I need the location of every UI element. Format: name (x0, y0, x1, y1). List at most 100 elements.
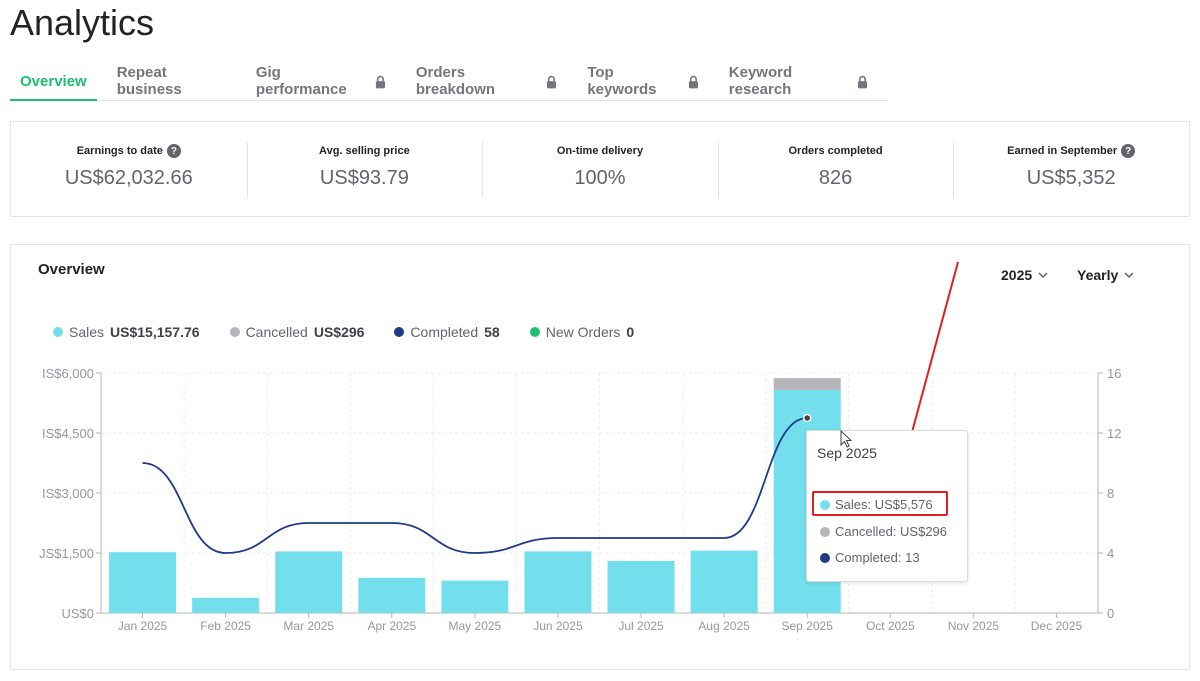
sales-bar (441, 580, 509, 613)
tooltip-sales-row: Sales: US$5,576 (820, 497, 933, 512)
sales-bar (607, 561, 675, 613)
x-tick-label: Apr 2025 (367, 619, 416, 633)
y-tick-label-left: IS$4,500 (42, 426, 94, 441)
x-tick-label: Jun 2025 (533, 619, 583, 633)
y-tick-label-right: 8 (1107, 486, 1114, 501)
sales-bar (524, 551, 592, 613)
tab-top-keywords[interactable]: Top keywords (577, 62, 708, 100)
x-tick-label: May 2025 (449, 619, 502, 633)
x-tick-label: Dec 2025 (1031, 619, 1083, 633)
completed-point (802, 413, 812, 423)
sales-bar (192, 597, 260, 613)
help-icon[interactable]: ? (1121, 144, 1136, 158)
legend-cancelled[interactable]: Cancelled US$296 (229, 324, 365, 340)
x-tick-label: Jul 2025 (618, 619, 664, 633)
y-tick-label-left: US$0 (61, 606, 94, 621)
y-tick-label-right: 0 (1107, 606, 1114, 621)
chart-legend: Sales US$15,157.76 Cancelled US$296 Complete… (53, 324, 634, 340)
stat-value: 826 (818, 167, 853, 189)
tab-bar: Overview Repeat business Gig performance Or… (10, 62, 888, 101)
tab-label: Repeat business (116, 64, 182, 98)
tab-label: Gig performance (255, 64, 347, 98)
tooltip-cancelled-row: Cancelled: US$296 (820, 524, 947, 539)
x-tick-label: Nov 2025 (948, 619, 1000, 633)
legend-dot-icon (53, 327, 63, 337)
x-tick-label: Feb 2025 (200, 619, 251, 633)
x-tick-label: Jan 2025 (118, 619, 168, 633)
stat-on-time-delivery: On-time delivery 100% (482, 122, 718, 216)
stat-label-text: Avg. selling price (319, 145, 410, 157)
legend-sales[interactable]: Sales US$15,157.76 (53, 324, 200, 340)
legend-dot-icon (229, 327, 240, 337)
chevron-down-icon (1038, 271, 1048, 278)
year-dropdown-label: 2025 (1001, 267, 1033, 283)
y-tick-label-left: IS$3,000 (42, 486, 94, 501)
tab-keyword-research[interactable]: Keyword research (719, 62, 878, 100)
overview-title: Overview (38, 261, 105, 278)
sales-bar (109, 552, 177, 613)
y-tick-label-right: 16 (1107, 366, 1121, 381)
y-tick-label-right: 12 (1107, 426, 1121, 441)
cancelled-bar (773, 378, 841, 390)
stat-label-text: Earnings to date (76, 145, 163, 157)
completed-dot-icon (820, 552, 830, 563)
sales-dot-icon (820, 499, 830, 510)
tab-repeat-business[interactable]: Repeat business (107, 62, 236, 100)
legend-new-orders[interactable]: New Orders 0 (529, 324, 635, 340)
stat-avg-selling-price: Avg. selling price US$93.79 (246, 122, 483, 216)
stat-value: 100% (574, 167, 626, 189)
period-dropdown-label: Yearly (1077, 267, 1119, 283)
stat-earned-in-september: Earned in September? US$5,352 (953, 122, 1189, 216)
legend-value: US$296 (313, 324, 365, 340)
legend-name: New Orders (545, 324, 621, 340)
stat-label: Earned in September? (1007, 143, 1136, 159)
lock-icon (547, 75, 557, 89)
sales-bar (358, 577, 426, 613)
stat-value: US$93.79 (319, 167, 409, 189)
mouse-cursor-icon (840, 430, 853, 448)
tooltip-sales: Sales: US$5,576 (835, 497, 933, 512)
completed-line (142, 417, 808, 554)
stat-label: Avg. selling price (319, 143, 410, 159)
tab-label: Keyword research (728, 64, 793, 98)
tab-overview[interactable]: Overview (10, 62, 97, 101)
stat-label-text: Orders completed (788, 145, 883, 157)
help-icon[interactable]: ? (166, 144, 181, 158)
stat-value: US$5,352 (1026, 167, 1116, 189)
legend-name: Cancelled (245, 324, 308, 340)
x-tick-label: Sep 2025 (782, 619, 834, 633)
legend-value: 58 (484, 324, 500, 340)
y-tick-label-left: JS$1,500 (39, 546, 94, 561)
period-dropdown[interactable]: Yearly (1077, 267, 1134, 283)
y-tick-label-left: IS$6,000 (42, 366, 94, 381)
legend-value: 0 (626, 324, 635, 340)
year-dropdown[interactable]: 2025 (1001, 267, 1048, 283)
sales-bar (690, 550, 758, 613)
stat-earnings-to-date: Earnings to date? US$62,032.66 (11, 122, 247, 216)
stat-label: On-time delivery (557, 143, 643, 159)
lock-icon (688, 75, 698, 89)
tab-label: Overview (20, 72, 87, 90)
stat-label: Earnings to date? (77, 143, 181, 159)
x-tick-label: Oct 2025 (866, 619, 915, 633)
chevron-down-icon (1124, 271, 1134, 278)
tooltip-cancelled: Cancelled: US$296 (835, 524, 948, 539)
y-tick-label-right: 4 (1107, 546, 1114, 561)
tooltip-completed: Completed: 13 (835, 550, 920, 565)
tab-label: Orders breakdown (415, 64, 496, 98)
tab-orders-breakdown[interactable]: Orders breakdown (406, 62, 567, 100)
tooltip-highlight-box (812, 491, 948, 516)
x-tick-label: Mar 2025 (283, 619, 334, 633)
legend-name: Completed (410, 324, 479, 340)
lock-icon (858, 75, 868, 89)
legend-dot-icon (394, 327, 405, 337)
legend-dot-icon (529, 327, 540, 337)
stat-label-text: On-time delivery (556, 145, 644, 157)
legend-value: US$15,157.76 (110, 324, 200, 340)
stats-panel: Earnings to date? US$62,032.66 Avg. sellin… (10, 121, 1190, 217)
tab-gig-performance[interactable]: Gig performance (246, 62, 396, 100)
tab-label: Top keywords (587, 64, 657, 98)
legend-completed[interactable]: Completed 58 (394, 324, 500, 340)
tooltip-completed-row: Completed: 13 (820, 550, 920, 565)
